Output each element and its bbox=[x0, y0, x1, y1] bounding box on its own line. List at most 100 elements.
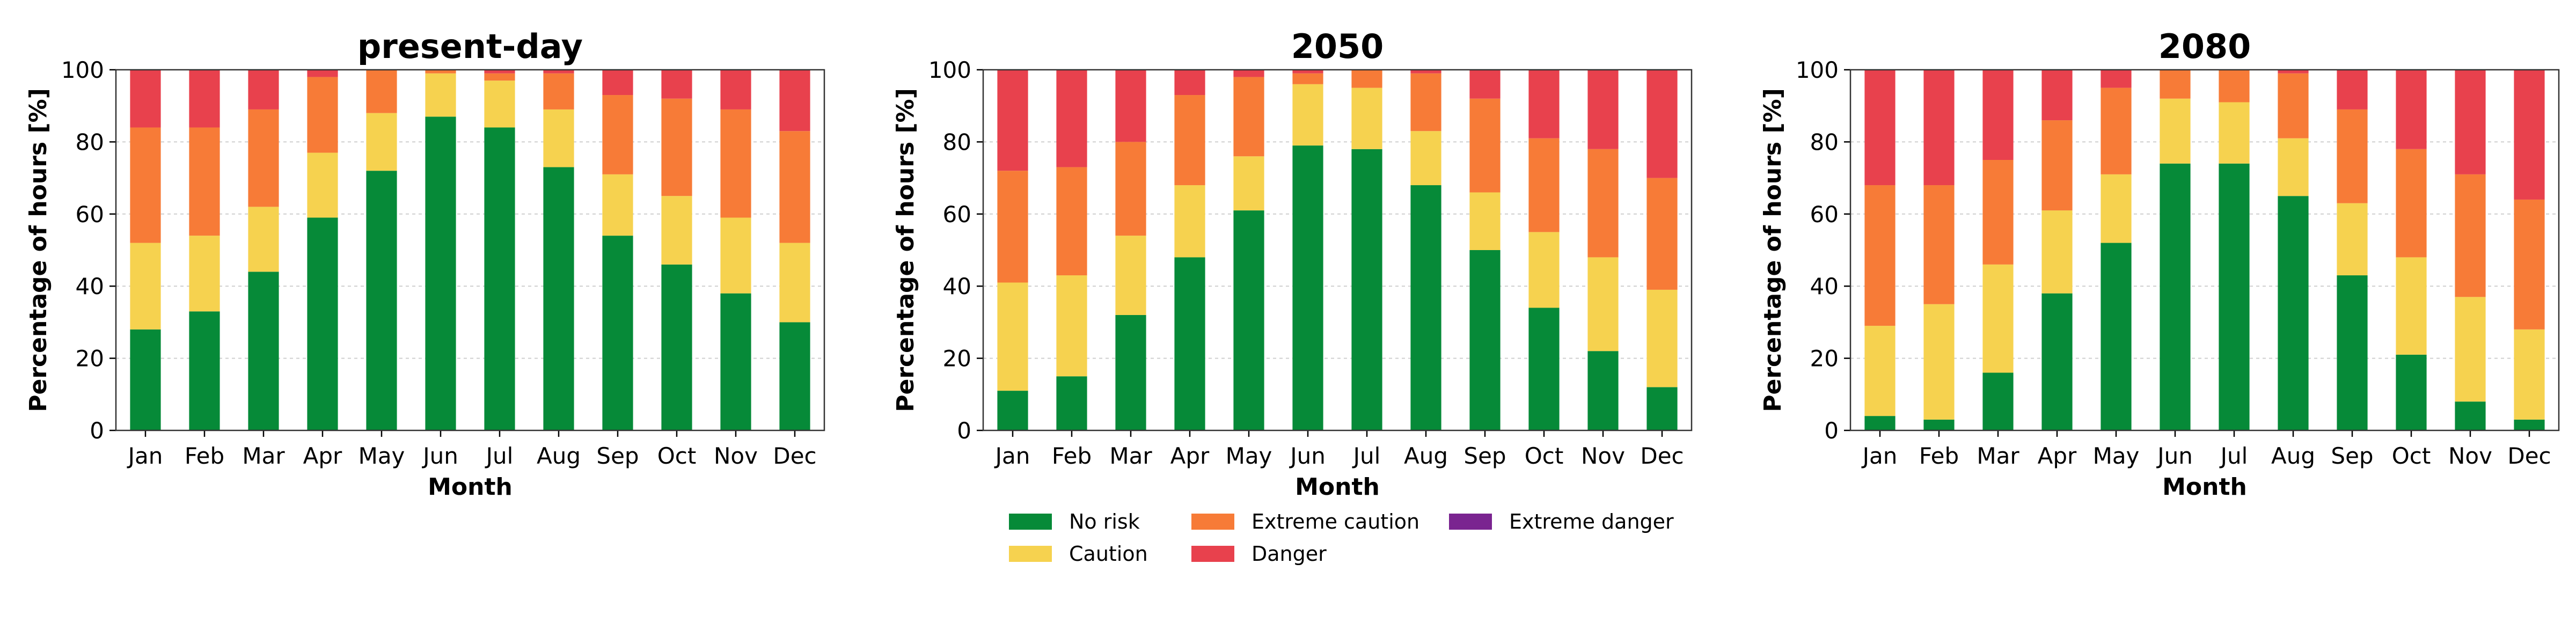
bar-no-risk-nov bbox=[2455, 401, 2486, 430]
x-tick-label: Sep bbox=[2331, 443, 2373, 469]
bar-extreme-caution-sep bbox=[2337, 109, 2368, 203]
x-tick-label: Apr bbox=[1170, 443, 1210, 469]
y-tick-label: 20 bbox=[943, 346, 971, 372]
legend-item-extreme-danger: Extreme danger bbox=[1449, 510, 1674, 533]
bar-caution-dec bbox=[2514, 329, 2545, 420]
y-tick-label: 60 bbox=[943, 201, 971, 228]
bar-extreme-caution-mar bbox=[248, 109, 279, 207]
bar-caution-jul bbox=[1351, 87, 1382, 149]
legend-label: No risk bbox=[1069, 510, 1140, 533]
x-tick-label: Feb bbox=[1919, 443, 1959, 469]
legend-swatch-danger bbox=[1191, 546, 1234, 562]
bar-extreme-caution-aug bbox=[543, 73, 574, 109]
bar-no-risk-aug bbox=[543, 167, 574, 430]
bar-caution-apr bbox=[307, 152, 338, 218]
y-tick-label: 20 bbox=[1810, 346, 1839, 372]
plot-frame bbox=[115, 69, 825, 431]
bar-no-risk-aug bbox=[1410, 185, 1441, 430]
bar-no-risk-feb bbox=[1923, 419, 1955, 430]
x-tick-label: Oct bbox=[657, 443, 697, 469]
bar-danger-oct bbox=[1528, 70, 1560, 138]
chart-panel-2050: Jan Feb Mar Apr May Jun Jul Aug Sep Oct Nov Dec 0 20 4… bbox=[892, 27, 1693, 501]
x-tick-label: Sep bbox=[596, 443, 639, 469]
legend: No risk Caution Extreme caution Danger Extre… bbox=[1009, 510, 1674, 566]
bar-no-risk-jan bbox=[1864, 416, 1896, 430]
x-tick-label: Feb bbox=[1052, 443, 1092, 469]
bar-caution-oct bbox=[661, 196, 692, 265]
bar-extreme-caution-oct bbox=[661, 98, 692, 196]
y-tick-label: 0 bbox=[90, 418, 104, 444]
legend-item-danger: Danger bbox=[1191, 542, 1327, 566]
bar-danger-sep bbox=[1469, 70, 1501, 99]
bar-extreme-caution-feb bbox=[1923, 185, 1955, 304]
bar-danger-apr bbox=[2041, 70, 2073, 121]
bar-extreme-caution-aug bbox=[1410, 73, 1441, 131]
bar-no-risk-oct bbox=[661, 264, 692, 430]
x-tick-label: Jan bbox=[127, 443, 163, 469]
legend-swatch-extreme-danger bbox=[1449, 514, 1492, 530]
bar-no-risk-nov bbox=[720, 293, 751, 430]
y-tick-label: 100 bbox=[928, 57, 971, 83]
x-tick-label: Mar bbox=[242, 443, 285, 469]
bar-extreme-caution-sep bbox=[1469, 98, 1501, 193]
bar-caution-nov bbox=[1587, 257, 1619, 352]
y-tick-label: 40 bbox=[1810, 273, 1839, 299]
chart-panel-2080: Jan Feb Mar Apr May Jun Jul Aug Sep Oct Nov Dec 0 20 4… bbox=[1759, 27, 2560, 501]
bar-danger-mar bbox=[248, 70, 279, 109]
bar-caution-sep bbox=[602, 174, 633, 236]
bar-caution-apr bbox=[2041, 210, 2073, 294]
bar-extreme-caution-apr bbox=[307, 77, 338, 153]
x-tick-label: Sep bbox=[1463, 443, 1506, 469]
bar-extreme-caution-jul bbox=[1351, 70, 1382, 88]
bar-danger-mar bbox=[1982, 70, 2014, 160]
bar-danger-dec bbox=[2514, 70, 2545, 200]
x-tick-label: May bbox=[1226, 443, 1272, 469]
bar-danger-apr bbox=[307, 70, 338, 77]
x-axis-label: Month bbox=[1295, 473, 1380, 501]
bar-no-risk-mar bbox=[1115, 314, 1146, 430]
bar-caution-mar bbox=[248, 207, 279, 272]
bar-no-risk-jan bbox=[130, 329, 161, 430]
bar-no-risk-jul bbox=[484, 127, 515, 430]
x-axis-label: Month bbox=[2162, 473, 2247, 501]
y-tick-label: 80 bbox=[1810, 129, 1839, 155]
bar-no-risk-dec bbox=[1646, 387, 1678, 430]
bar-no-risk-jul bbox=[1351, 149, 1382, 431]
bar-extreme-caution-dec bbox=[1646, 178, 1678, 290]
bar-caution-feb bbox=[189, 236, 220, 312]
legend-item-no-risk: No risk bbox=[1009, 510, 1140, 533]
x-tick-label: Apr bbox=[2038, 443, 2077, 469]
bar-danger-oct bbox=[661, 70, 692, 99]
bar-caution-mar bbox=[1982, 264, 2014, 373]
y-tick-label: 0 bbox=[1824, 418, 1839, 444]
bar-extreme-caution-feb bbox=[189, 127, 220, 236]
bar-danger-sep bbox=[2337, 70, 2368, 109]
bar-caution-nov bbox=[2455, 297, 2486, 402]
y-tick-label: 40 bbox=[76, 273, 104, 299]
bar-extreme-caution-jul bbox=[2219, 70, 2250, 103]
bar-no-risk-may bbox=[366, 171, 397, 430]
bar-danger-may bbox=[2101, 70, 2132, 88]
y-tick-label: 100 bbox=[1796, 57, 1839, 83]
x-tick-label: Jul bbox=[2219, 443, 2248, 469]
bar-extreme-caution-may bbox=[1233, 77, 1264, 157]
bar-danger-jan bbox=[997, 70, 1028, 171]
bar-no-risk-may bbox=[2101, 243, 2132, 430]
bar-extreme-caution-jan bbox=[997, 171, 1028, 283]
legend-item-caution: Caution bbox=[1009, 542, 1148, 566]
x-tick-label: Nov bbox=[1581, 443, 1625, 469]
bar-danger-may bbox=[1233, 70, 1264, 77]
x-tick-label: Jul bbox=[1352, 443, 1381, 469]
x-tick-label: Mar bbox=[1109, 443, 1152, 469]
bar-danger-apr bbox=[1174, 70, 1205, 96]
bar-caution-feb bbox=[1056, 275, 1087, 377]
x-tick-label: Jun bbox=[421, 443, 458, 469]
bar-extreme-caution-oct bbox=[1528, 138, 1560, 232]
chart-panel-present-day: Jan Feb Mar Apr May Jun Jul Aug Sep Oct Nov Dec 0 20 4… bbox=[25, 27, 825, 501]
bar-extreme-caution-jan bbox=[130, 127, 161, 243]
bar-extreme-caution-mar bbox=[1982, 160, 2014, 265]
bar-no-risk-nov bbox=[1587, 351, 1619, 430]
bar-caution-jan bbox=[130, 243, 161, 330]
plot-frame bbox=[982, 69, 1693, 431]
bar-danger-jan bbox=[1864, 70, 1896, 186]
